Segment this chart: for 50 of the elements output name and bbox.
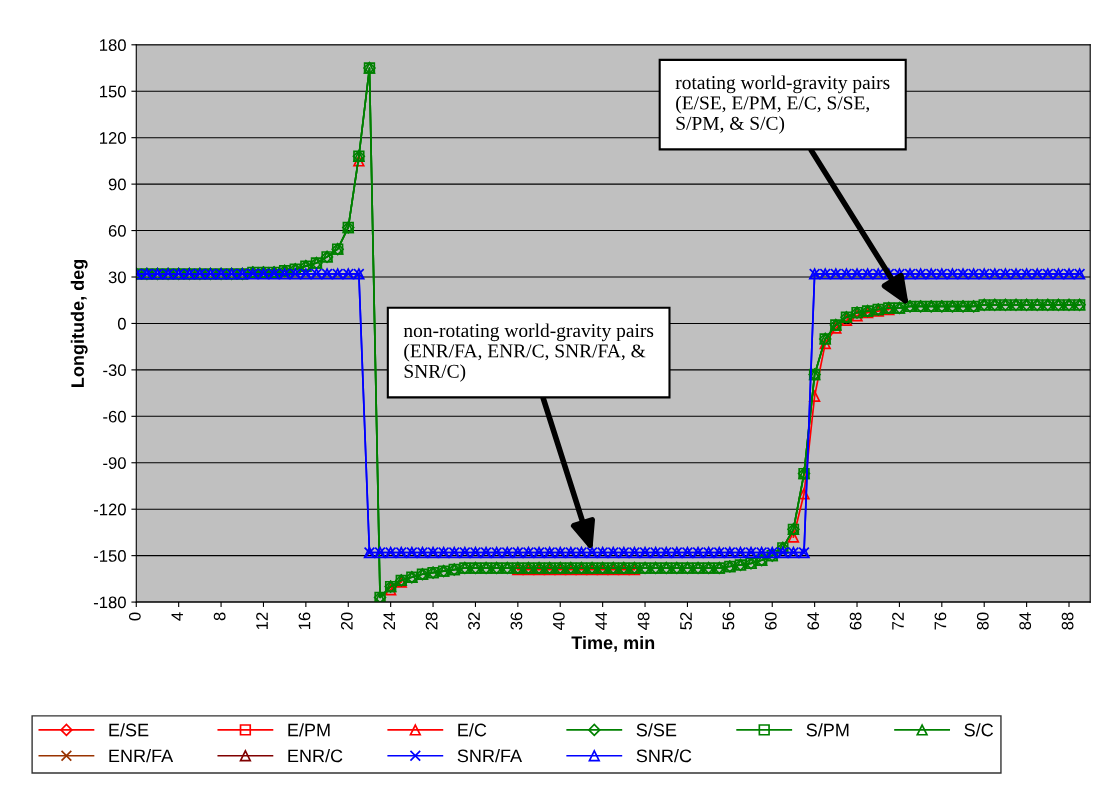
x-tick-label: 80 bbox=[976, 612, 989, 630]
y-tick-label: 150 bbox=[100, 85, 126, 98]
x-tick-label: 36 bbox=[510, 612, 523, 630]
x-tick-label: 52 bbox=[680, 612, 692, 630]
x-tick-label: 60 bbox=[764, 612, 777, 630]
legend-label: S/SE bbox=[636, 723, 677, 737]
x-tick-label: 44 bbox=[595, 612, 607, 630]
y-tick-label: -60 bbox=[103, 410, 126, 423]
x-tick-label: 32 bbox=[468, 612, 480, 630]
y-tick-label: 180 bbox=[100, 39, 126, 52]
legend-label: SNR/C bbox=[636, 748, 692, 763]
y-tick-label: -90 bbox=[103, 457, 126, 469]
x-tick-label: 72 bbox=[892, 612, 904, 630]
legend-label: S/PM bbox=[806, 723, 849, 737]
y-tick-label: 120 bbox=[100, 132, 126, 144]
x-tick-label: 84 bbox=[1019, 612, 1032, 630]
x-axis-title: Time, min bbox=[571, 635, 655, 652]
x-tick-label: 12 bbox=[256, 612, 268, 630]
y-tick-label: -150 bbox=[93, 550, 126, 562]
x-tick-label: 40 bbox=[552, 612, 565, 630]
x-tick-label: 28 bbox=[425, 612, 438, 630]
legend-label: E/PM bbox=[288, 723, 330, 737]
x-tick-label: 68 bbox=[849, 612, 862, 630]
y-tick-label: -120 bbox=[93, 503, 126, 516]
x-tick-label: 24 bbox=[383, 612, 395, 630]
y-tick-label: 30 bbox=[108, 271, 126, 284]
legend-label: E/C bbox=[458, 723, 487, 737]
y-axis-title: Longitude, deg bbox=[70, 259, 88, 387]
annotation: non-rotating world-gravity pairs (ENR/FA, ENR/C, SNR/FA, & SNR/C) bbox=[403, 323, 654, 382]
legend-label: ENR/C bbox=[288, 748, 343, 763]
x-tick-label: 76 bbox=[934, 612, 947, 630]
legend-label: E/SE bbox=[109, 723, 149, 737]
annotation: rotating world-gravity pairs (E/SE, E/PM, E/C, S/SE, S/PM, & S/C) bbox=[675, 75, 890, 134]
x-tick-label: 16 bbox=[298, 612, 311, 630]
y-tick-label: 90 bbox=[108, 178, 126, 191]
x-tick-label: 4 bbox=[171, 612, 183, 621]
x-tick-label: 8 bbox=[213, 612, 226, 621]
y-tick-label: 0 bbox=[117, 317, 126, 330]
x-tick-label: 20 bbox=[340, 612, 353, 630]
x-tick-label: 48 bbox=[637, 612, 650, 630]
y-tick-label: -180 bbox=[93, 596, 126, 609]
x-tick-label: 88 bbox=[1061, 612, 1074, 630]
y-tick-label: 60 bbox=[108, 224, 126, 237]
x-tick-label: 64 bbox=[807, 612, 820, 630]
y-tick-label: -30 bbox=[103, 364, 126, 377]
x-tick-label: 0 bbox=[128, 612, 141, 621]
legend-label: S/C bbox=[964, 723, 994, 737]
legend-label: SNR/FA bbox=[457, 748, 523, 763]
x-tick-label: 56 bbox=[722, 612, 735, 630]
legend-label: ENR/FA bbox=[109, 748, 174, 763]
